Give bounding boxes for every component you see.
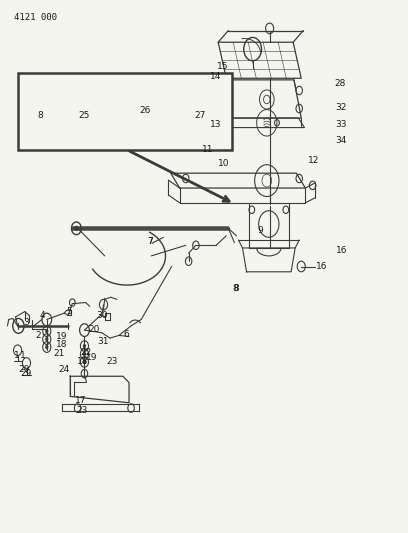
Text: 13: 13 bbox=[211, 120, 222, 129]
Text: 1: 1 bbox=[14, 351, 20, 360]
Text: 27: 27 bbox=[194, 111, 206, 120]
Text: 29: 29 bbox=[20, 369, 31, 378]
Text: 25: 25 bbox=[79, 111, 90, 120]
Text: 34: 34 bbox=[335, 136, 347, 145]
Text: 8: 8 bbox=[233, 284, 239, 293]
Text: 15: 15 bbox=[217, 62, 228, 70]
Text: 16: 16 bbox=[316, 262, 327, 271]
Text: 10: 10 bbox=[218, 159, 229, 167]
Text: 26: 26 bbox=[140, 106, 151, 115]
Text: 8: 8 bbox=[233, 284, 239, 293]
Circle shape bbox=[74, 225, 78, 231]
Text: 23: 23 bbox=[76, 406, 87, 415]
Text: 31: 31 bbox=[98, 337, 109, 346]
Circle shape bbox=[45, 345, 49, 349]
Text: 8: 8 bbox=[37, 111, 43, 120]
Text: 3: 3 bbox=[24, 318, 29, 327]
Text: 11: 11 bbox=[202, 146, 213, 155]
Circle shape bbox=[45, 337, 49, 341]
Text: 18: 18 bbox=[55, 341, 67, 350]
Text: 22: 22 bbox=[80, 348, 91, 357]
Circle shape bbox=[83, 360, 86, 364]
Circle shape bbox=[45, 329, 49, 333]
Text: 9: 9 bbox=[257, 226, 263, 235]
Text: 6: 6 bbox=[123, 330, 129, 339]
Text: 19: 19 bbox=[86, 353, 97, 362]
Bar bbox=[18, 73, 233, 150]
Text: 4: 4 bbox=[39, 311, 45, 320]
Text: 14: 14 bbox=[210, 72, 221, 81]
Text: 18: 18 bbox=[77, 358, 88, 367]
Text: 7: 7 bbox=[148, 237, 153, 246]
Text: 30: 30 bbox=[96, 311, 108, 320]
Text: 17: 17 bbox=[75, 395, 86, 405]
Text: 4121 000: 4121 000 bbox=[13, 13, 57, 22]
Text: 19: 19 bbox=[55, 332, 67, 341]
Text: 23: 23 bbox=[106, 358, 117, 367]
Text: 2: 2 bbox=[35, 331, 41, 340]
Text: 12: 12 bbox=[308, 156, 319, 165]
Text: 28: 28 bbox=[334, 79, 346, 88]
Text: 21: 21 bbox=[53, 350, 64, 359]
Text: 5: 5 bbox=[67, 307, 72, 316]
Text: 20: 20 bbox=[88, 325, 100, 334]
Circle shape bbox=[83, 352, 86, 356]
Text: 24: 24 bbox=[59, 366, 70, 374]
Text: 33: 33 bbox=[335, 120, 347, 129]
Text: 32: 32 bbox=[335, 103, 347, 112]
Circle shape bbox=[83, 344, 86, 348]
Text: 1: 1 bbox=[20, 351, 25, 360]
Text: 29: 29 bbox=[18, 366, 29, 374]
Text: 7: 7 bbox=[148, 237, 153, 246]
Text: 16: 16 bbox=[336, 246, 348, 255]
